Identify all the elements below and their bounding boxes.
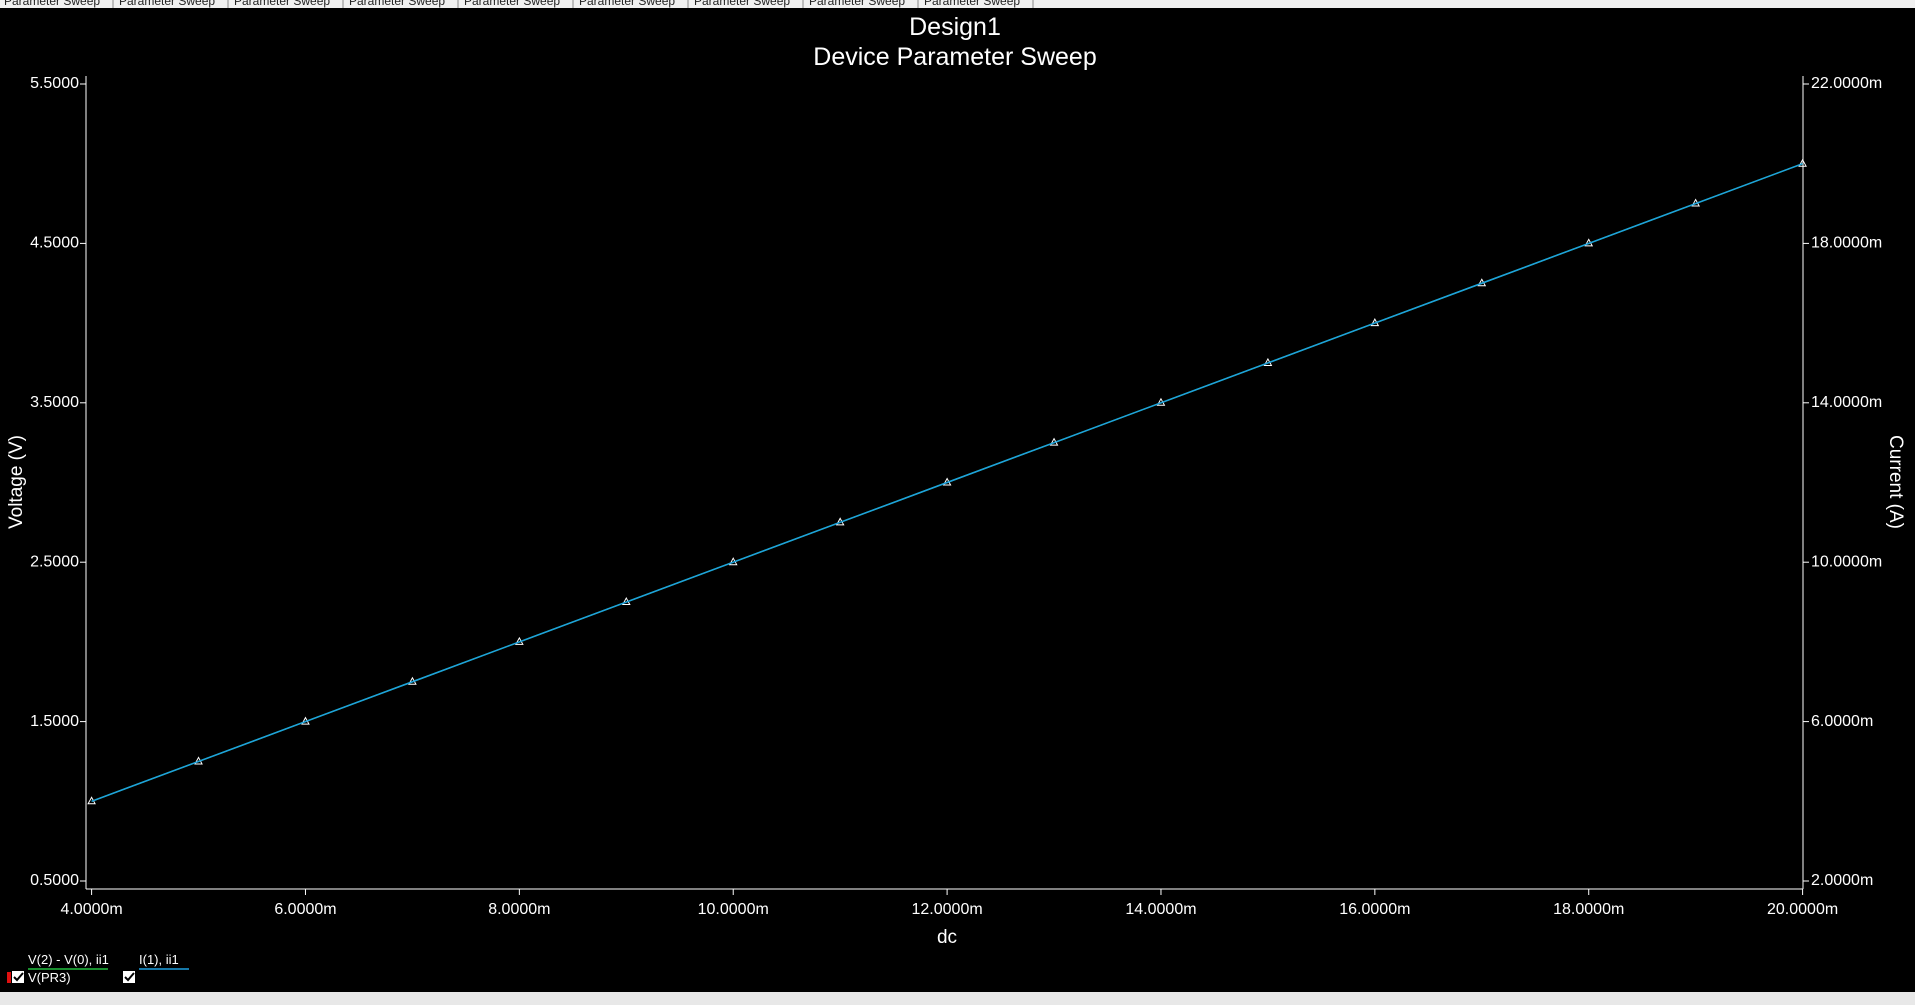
probe-label: V(PR3)	[28, 970, 71, 985]
y-tick-label: 4.5000	[30, 235, 79, 252]
x-tick-label: 16.0000m	[1339, 901, 1410, 918]
x-tick-label: 18.0000m	[1553, 901, 1624, 918]
tab-label: Parameter Sweep	[349, 0, 445, 8]
tab-bar	[0, 0, 1915, 8]
tab-label: Parameter Sweep	[4, 0, 100, 8]
series-line	[91, 162, 1803, 803]
x-axis-label: dc	[937, 927, 957, 948]
y2-tick-label: 22.0000m	[1811, 75, 1882, 92]
x-tick-label: 6.0000m	[274, 901, 336, 918]
y-tick-label: 3.5000	[30, 394, 79, 411]
tab-label: Parameter Sweep	[579, 0, 675, 8]
check	[13, 972, 24, 982]
x-tick-label: 4.0000m	[60, 901, 122, 918]
x-tick-label: 20.0000m	[1767, 901, 1838, 918]
y2-axis-label: Current (A)	[1885, 435, 1906, 529]
x-tick-label: 12.0000m	[912, 901, 983, 918]
tab-label: Parameter Sweep	[924, 0, 1020, 8]
point-marker	[1798, 158, 1807, 167]
y-tick-label: 2.5000	[30, 553, 79, 570]
y2-tick-label: 14.0000m	[1811, 394, 1882, 411]
y2-tick-label: 6.0000m	[1811, 713, 1873, 730]
x-tick-label: 10.0000m	[698, 901, 769, 918]
check	[124, 972, 135, 982]
y-tick-label: 0.5000	[30, 872, 79, 889]
tab-label: Parameter Sweep	[694, 0, 790, 8]
x-tick-label: 8.0000m	[488, 901, 550, 918]
y2-tick-label: 18.0000m	[1811, 235, 1882, 252]
y2-tick-label: 2.0000m	[1811, 872, 1873, 889]
legend-label: V(2) - V(0), ii1	[28, 952, 109, 967]
y-axis-label: Voltage (V)	[6, 435, 27, 529]
chart-title: Design1	[909, 13, 1001, 41]
probe-color	[7, 972, 11, 983]
legend-label: I(1), ii1	[139, 952, 179, 967]
tab-label: Parameter Sweep	[119, 0, 215, 8]
tab-label: Parameter Sweep	[809, 0, 905, 8]
tab-label: Parameter Sweep	[234, 0, 330, 8]
y2-tick-label: 10.0000m	[1811, 553, 1882, 570]
chart-subtitle: Device Parameter Sweep	[813, 43, 1096, 71]
y-tick-label: 5.5000	[30, 75, 79, 92]
x-tick-label: 14.0000m	[1125, 901, 1196, 918]
status-strip	[0, 992, 1915, 1005]
tab-label: Parameter Sweep	[464, 0, 560, 8]
y-tick-label: 1.5000	[30, 713, 79, 730]
